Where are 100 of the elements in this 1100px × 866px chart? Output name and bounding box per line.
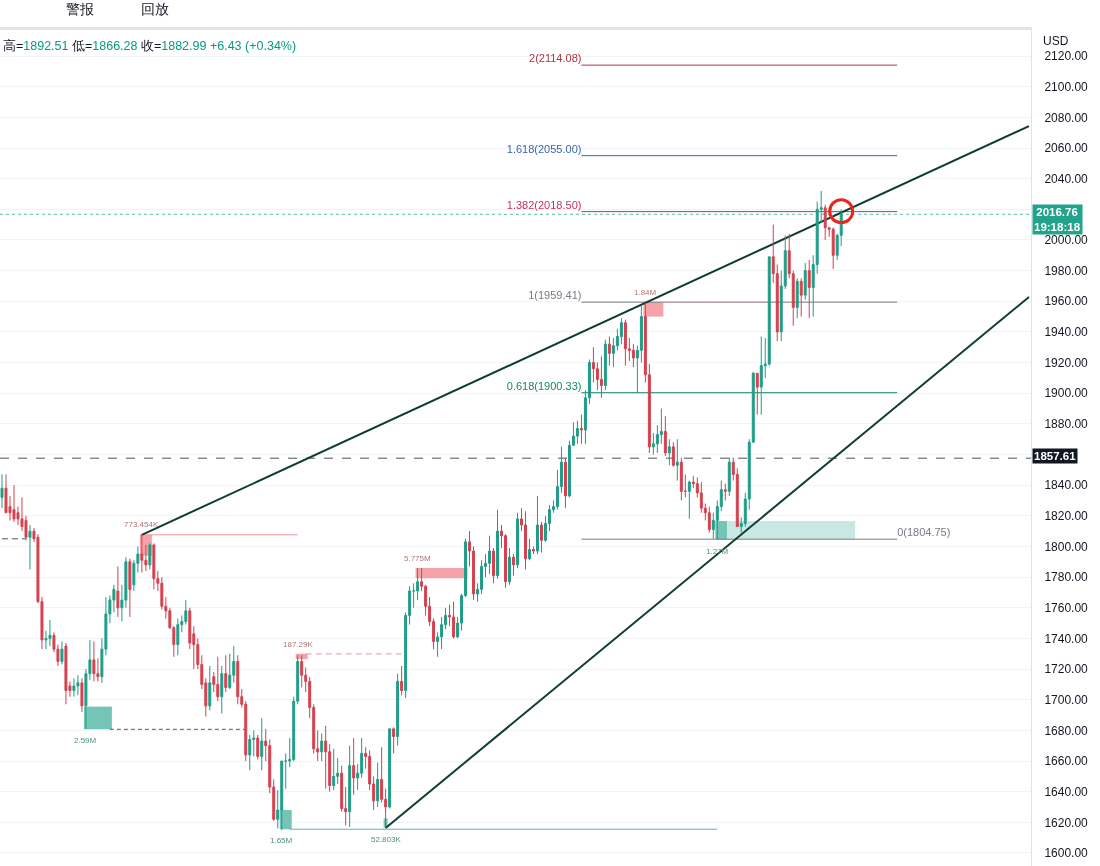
y-tick-label: 1940.00 bbox=[1044, 325, 1089, 340]
candlestick bbox=[248, 734, 252, 771]
candlestick bbox=[388, 728, 392, 810]
candlestick bbox=[400, 665, 404, 696]
series-label: 1(1959.41) bbox=[528, 289, 582, 302]
annotation: 187.29K bbox=[283, 640, 314, 649]
y-tick-label: 1720.00 bbox=[1044, 662, 1089, 677]
y-tick-label: 1980.00 bbox=[1044, 263, 1089, 278]
candlestick bbox=[176, 617, 180, 656]
y-tick-label: 1760.00 bbox=[1044, 600, 1089, 615]
y-tick-label: 1800.00 bbox=[1044, 539, 1089, 554]
candlestick bbox=[64, 642, 68, 705]
text: 回放 bbox=[141, 1, 169, 17]
y-tick-label: 1880.00 bbox=[1044, 417, 1089, 432]
candlestick bbox=[92, 640, 96, 682]
candlestick bbox=[540, 521, 543, 554]
candlestick bbox=[508, 547, 511, 586]
candlestick bbox=[623, 319, 627, 367]
ref-line-label: 1857.61 bbox=[1034, 450, 1077, 462]
candlestick bbox=[60, 640, 64, 665]
candlestick bbox=[116, 565, 120, 618]
y-tick-label: 1600.00 bbox=[1044, 846, 1089, 861]
candlestick bbox=[663, 415, 667, 457]
candlestick bbox=[516, 512, 519, 569]
candlestick bbox=[532, 545, 535, 555]
candlestick bbox=[807, 259, 811, 319]
candlestick bbox=[727, 457, 731, 497]
candlestick bbox=[599, 355, 603, 399]
candlestick bbox=[667, 438, 671, 466]
candlestick bbox=[575, 420, 579, 445]
candlestick bbox=[260, 717, 264, 771]
candlestick bbox=[452, 601, 456, 639]
series-label: 1.382(2018.50) bbox=[506, 198, 582, 211]
candlestick bbox=[28, 524, 32, 570]
y-tick-label: 1740.00 bbox=[1044, 631, 1089, 646]
candlestick bbox=[152, 542, 156, 590]
candlestick bbox=[492, 547, 495, 584]
series-label: 0(1804.75) bbox=[897, 526, 951, 539]
candlestick bbox=[488, 535, 491, 575]
y-tick-label: 1920.00 bbox=[1044, 355, 1089, 370]
candlestick bbox=[352, 737, 356, 796]
candlestick bbox=[536, 495, 539, 555]
candlestick bbox=[72, 677, 76, 698]
candlestick bbox=[803, 262, 807, 301]
y-tick-label: 1660.00 bbox=[1044, 754, 1089, 769]
candlestick bbox=[671, 441, 675, 468]
y-tick-label: 1620.00 bbox=[1044, 815, 1089, 830]
candlestick bbox=[496, 509, 499, 580]
y-tick-label: 1900.00 bbox=[1044, 386, 1089, 401]
series-label: 0.618(1900.33) bbox=[506, 379, 582, 392]
annotation: 5.775M bbox=[404, 554, 432, 563]
candlestick bbox=[376, 762, 380, 808]
annotation: 52.803K bbox=[371, 835, 402, 844]
ref-line-label: 2016.76 19:18:18 bbox=[1034, 206, 1081, 233]
y-tick-label: 2080.00 bbox=[1044, 110, 1089, 125]
candlestick bbox=[679, 457, 683, 501]
candlestick bbox=[332, 748, 336, 791]
series-label: 1.618(2055.00) bbox=[506, 142, 582, 155]
candlestick bbox=[755, 372, 759, 416]
annotation: 773.454K bbox=[124, 520, 159, 529]
y-tick-label: 1820.00 bbox=[1044, 509, 1089, 524]
candlestick bbox=[707, 506, 711, 534]
y-tick-label: 1780.00 bbox=[1044, 570, 1089, 585]
y-tick-label: 2100.00 bbox=[1044, 79, 1089, 94]
candlestick bbox=[795, 277, 799, 319]
candlestick bbox=[723, 483, 727, 501]
y-tick-label: 2060.00 bbox=[1044, 141, 1089, 156]
y-tick-label: 1640.00 bbox=[1044, 784, 1089, 799]
candlestick bbox=[0, 473, 4, 509]
candlestick bbox=[236, 654, 240, 705]
candlestick bbox=[280, 760, 284, 831]
series-label: 2(2114.08) bbox=[529, 52, 582, 65]
y-tick-label: 2120.00 bbox=[1044, 49, 1089, 64]
candlestick bbox=[579, 414, 583, 445]
candlestick bbox=[320, 732, 324, 762]
y-tick-label: 1700.00 bbox=[1044, 692, 1089, 707]
y-tick-label: 1840.00 bbox=[1044, 478, 1089, 493]
candlestick bbox=[216, 656, 220, 702]
annotation: 1.84M bbox=[634, 288, 657, 297]
candlestick bbox=[675, 438, 679, 482]
y-axis-title: USD bbox=[1043, 34, 1069, 48]
annotation: 1.65M bbox=[270, 836, 293, 845]
candlestick bbox=[687, 480, 691, 520]
candlestick bbox=[348, 745, 352, 828]
candlestick bbox=[528, 538, 531, 561]
candlestick bbox=[208, 665, 212, 711]
candlestick bbox=[831, 227, 835, 270]
candlestick bbox=[823, 204, 827, 241]
candlestick bbox=[48, 619, 52, 647]
candlestick bbox=[396, 673, 400, 747]
candlestick bbox=[759, 336, 763, 416]
candlestick bbox=[512, 553, 515, 577]
y-tick-label: 1960.00 bbox=[1044, 294, 1089, 309]
candlestick bbox=[76, 674, 80, 696]
y-tick-label: 1680.00 bbox=[1044, 723, 1089, 738]
candlestick bbox=[12, 484, 16, 523]
candlestick bbox=[324, 725, 328, 790]
candlestick bbox=[563, 457, 567, 509]
candlestick bbox=[256, 734, 260, 760]
candlestick bbox=[603, 339, 607, 391]
